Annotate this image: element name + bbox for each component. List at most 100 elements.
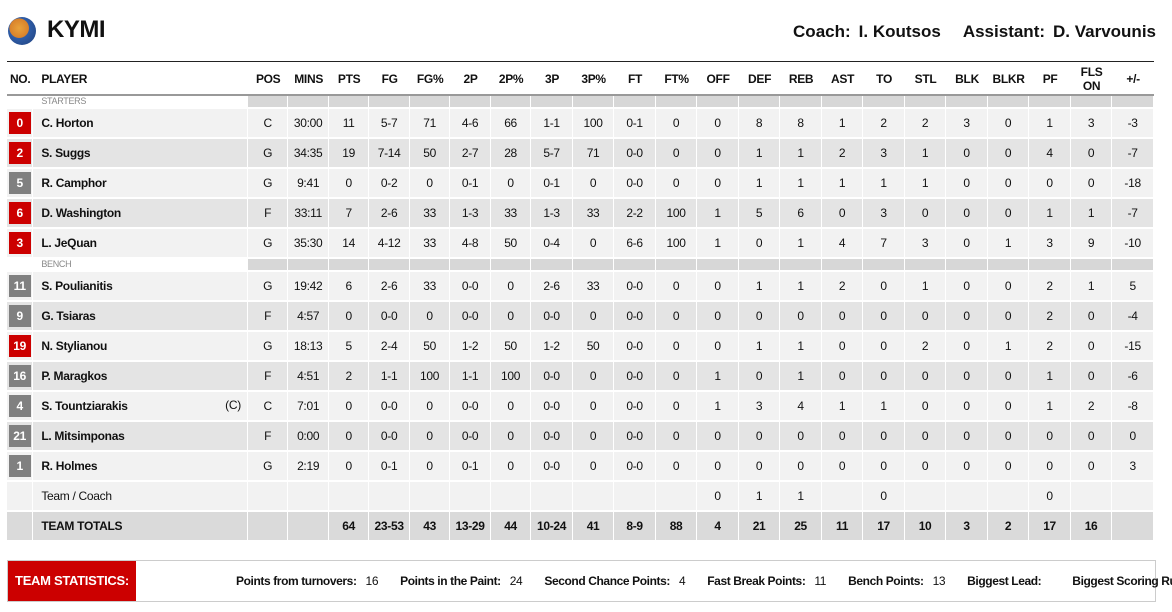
player-name-cell[interactable]: N. Stylianou — [33, 332, 248, 362]
stat-cell-ftp: 0 — [655, 139, 698, 169]
team-statistics-label: TEAM STATISTICS: — [8, 561, 136, 601]
total-cell-pf: 17 — [1029, 512, 1071, 542]
stat-cell-blk: 0 — [946, 452, 988, 482]
player-row[interactable]: 19 N. Stylianou G 18:13 5 2-4 50 1-2 50 1-2 50 0-0 0… — [7, 332, 1154, 362]
player-row[interactable]: 11 S. Poulianitis G 19:42 6 2-6 33 0-0 0 2-6 33 0-0… — [7, 272, 1154, 302]
player-row[interactable]: 0 C. Horton C 30:00 11 5-7 71 4-6 66 1-1 100 0-1 0 0 8… — [7, 109, 1154, 139]
player-row[interactable]: 21 L. Mitsimponas F 0:00 0 0-0 0 0-0 0 0-0 0 0-0 0 0 0… — [7, 422, 1154, 452]
player-name[interactable]: C. Horton — [41, 116, 94, 130]
team-header: KYMI Coach: I. Koutsos Assistant: D. Varvou… — [0, 0, 1172, 62]
player-name[interactable]: L. Mitsimponas — [41, 429, 125, 443]
column-header[interactable]: 2P — [450, 64, 491, 96]
stat-cell-p3: 1-1 — [531, 109, 573, 139]
stat-cell-to: 2 — [863, 109, 905, 139]
column-header[interactable]: FG% — [409, 64, 451, 96]
stat-cell-ast: 0 — [821, 332, 864, 362]
column-header[interactable]: REB — [780, 64, 822, 96]
player-name[interactable]: S. Tountziarakis — [41, 399, 128, 413]
column-header[interactable]: OFF — [697, 64, 739, 96]
column-header[interactable]: FT — [614, 64, 656, 96]
player-row[interactable]: 16 P. Maragkos F 4:51 2 1-1 100 1-1 100 0-0 0 0-0 0 1… — [7, 362, 1154, 392]
column-header[interactable]: PF — [1029, 64, 1071, 96]
team-stat-item: Fast Break Points: 11 — [707, 561, 826, 601]
stat-cell-fgp: 0 — [409, 302, 451, 332]
player-row[interactable]: 1 R. Holmes G 2:19 0 0-1 0 0-1 0 0-0 0 0-0 0 0 0 0 0 0 0 0 0… — [7, 452, 1154, 482]
column-header[interactable]: STL — [904, 64, 947, 96]
team-stat-item: Biggest Scoring Run:5 — [1072, 561, 1172, 601]
stat-cell-p2: 4-8 — [450, 229, 491, 259]
coach-name: I. Koutsos — [858, 22, 941, 41]
stat-cell-fgp: 33 — [409, 272, 451, 302]
player-name[interactable]: G. Tsiaras — [41, 309, 96, 323]
player-name-cell[interactable]: R. Holmes — [33, 452, 248, 482]
stat-cell-p2p: 0 — [490, 169, 532, 199]
stat-cell-ast: 2 — [821, 139, 864, 169]
column-header[interactable]: MINS — [288, 64, 329, 96]
stat-cell-ft: 2-2 — [614, 199, 656, 229]
column-header[interactable]: +/- — [1112, 64, 1154, 96]
player-name-cell[interactable]: G. Tsiaras — [33, 302, 248, 332]
player-name-cell[interactable]: R. Camphor — [33, 169, 248, 199]
team-coach-row: Team / Coach 0 1 1 0 0 — [7, 482, 1154, 512]
player-name-cell[interactable]: D. Washington — [33, 199, 248, 229]
header-divider — [7, 61, 1154, 62]
stat-cell-flson: 0 — [1070, 422, 1113, 452]
stat-cell-p2: 1-3 — [450, 199, 491, 229]
player-row[interactable]: 5 R. Camphor G 9:41 0 0-2 0 0-1 0 0-1 0 0-0 0 0 1 1 1 1 1 0… — [7, 169, 1154, 199]
stat-cell-p3: 0-1 — [531, 169, 573, 199]
column-header[interactable]: POS — [247, 64, 289, 96]
stat-cell-reb: 6 — [780, 199, 822, 229]
stat-cell-flson: 9 — [1070, 229, 1113, 259]
column-header[interactable]: AST — [821, 64, 864, 96]
stat-cell-p3: 1-2 — [531, 332, 573, 362]
stat-cell-p3p: 0 — [572, 229, 615, 259]
player-row[interactable]: 3 L. JeQuan G 35:30 14 4-12 33 4-8 50 0-4 0 6-6 100 1… — [7, 229, 1154, 259]
stat-cell-blk: 3 — [946, 109, 988, 139]
player-name-cell[interactable]: P. Maragkos — [33, 362, 248, 392]
player-name[interactable]: N. Stylianou — [41, 339, 108, 353]
player-row[interactable]: 4 S. Tountziarakis (C) C 7:01 0 0-0 0 0-0 0 0-0 0 0-… — [7, 392, 1154, 422]
player-name[interactable]: L. JeQuan — [41, 236, 97, 250]
column-header[interactable]: FLS ON — [1070, 64, 1113, 96]
player-name[interactable]: R. Holmes — [41, 459, 98, 473]
column-header[interactable]: BLK — [946, 64, 988, 96]
column-header[interactable]: TO — [863, 64, 905, 96]
stat-cell-p3p — [572, 482, 615, 512]
player-name-cell[interactable]: S. Poulianitis — [33, 272, 248, 302]
stat-cell-reb: 1 — [780, 362, 822, 392]
stat-cell-blk: 0 — [946, 139, 988, 169]
column-header[interactable]: FT% — [655, 64, 698, 96]
total-cell-to: 17 — [863, 512, 905, 542]
player-row[interactable]: 9 G. Tsiaras F 4:57 0 0-0 0 0-0 0 0-0 0 0-0 0 0 0 0 0 0 0 0… — [7, 302, 1154, 332]
player-name[interactable]: S. Poulianitis — [41, 279, 113, 293]
column-header[interactable]: 2P% — [490, 64, 532, 96]
stat-cell-ftp: 100 — [655, 199, 698, 229]
column-header[interactable]: PLAYER — [33, 64, 248, 96]
team-stat-value: 24 — [509, 574, 523, 588]
team-stat-key: Biggest Lead: — [967, 574, 1042, 588]
stat-cell-p3p: 0 — [572, 422, 615, 452]
total-cell-fgp: 43 — [409, 512, 451, 542]
player-row[interactable]: 6 D. Washington F 33:11 7 2-6 33 1-3 33 1-3 33 2-2 1… — [7, 199, 1154, 229]
stat-cell-p2: 0-0 — [450, 392, 491, 422]
stat-cell-fgp: 0 — [409, 452, 451, 482]
player-name-cell[interactable]: L. Mitsimponas — [33, 422, 248, 452]
column-header[interactable]: NO. — [7, 64, 34, 96]
stat-cell-ftp: 0 — [655, 109, 698, 139]
player-name[interactable]: R. Camphor — [41, 176, 107, 190]
column-header[interactable]: 3P — [531, 64, 573, 96]
column-header[interactable]: PTS — [328, 64, 370, 96]
column-header[interactable]: BLKR — [987, 64, 1030, 96]
player-name[interactable]: D. Washington — [41, 206, 121, 220]
player-name[interactable]: P. Maragkos — [41, 369, 108, 383]
stat-cell-p2p: 0 — [490, 452, 532, 482]
player-name-cell[interactable]: S. Suggs — [33, 139, 248, 169]
column-header[interactable]: DEF — [738, 64, 781, 96]
player-name-cell[interactable]: L. JeQuan — [33, 229, 248, 259]
column-header[interactable]: 3P% — [572, 64, 615, 96]
player-row[interactable]: 2 S. Suggs G 34:35 19 7-14 50 2-7 28 5-7 71 0-0 0 0 1 1… — [7, 139, 1154, 169]
player-name[interactable]: S. Suggs — [41, 146, 91, 160]
player-name-cell[interactable]: C. Horton — [33, 109, 248, 139]
column-header[interactable]: FG — [369, 64, 410, 96]
player-name-cell[interactable]: S. Tountziarakis (C) — [33, 392, 248, 422]
